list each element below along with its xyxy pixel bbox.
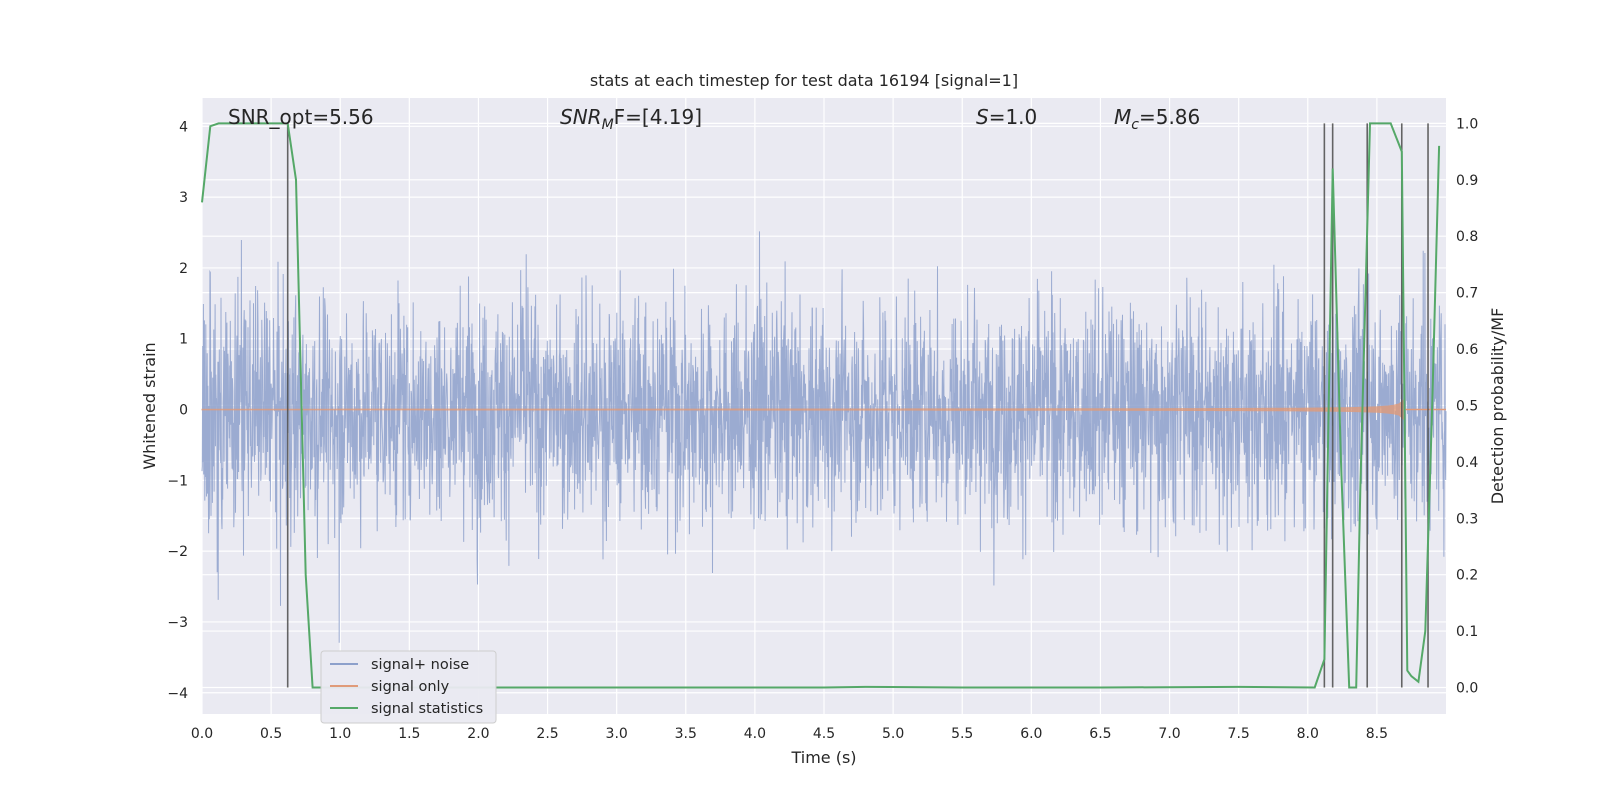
y-right-tick-label: 0.2 [1456, 568, 1478, 584]
annotation-s-value: =1.0 [989, 105, 1038, 129]
x-tick-label: 0.0 [191, 726, 213, 742]
y-left-tick-label: 3 [179, 190, 188, 206]
annotation-snr-mf-subscript: M [602, 117, 614, 133]
annotations: SNR_opt=5.56 SNRMF=[4.19] S=1.0 Mc=5.86 [228, 105, 1200, 133]
x-tick-label: 5.5 [951, 726, 973, 742]
x-tick-label: 7.5 [1228, 726, 1250, 742]
x-tick-label: 6.5 [1089, 726, 1111, 742]
y-right-tick-label: 0.6 [1456, 342, 1478, 358]
legend-label-signal-only: signal only [371, 679, 450, 695]
x-tick-label: 3.0 [606, 726, 628, 742]
y-left-tick-label: 0 [179, 403, 188, 419]
annotation-snr-mf-value: F=[4.19] [614, 105, 702, 129]
x-tick-label: 8.0 [1297, 726, 1319, 742]
x-tick-label: 5.0 [882, 726, 904, 742]
annotation-mc-symbol: M [1114, 105, 1131, 129]
x-tick-label: 8.5 [1366, 726, 1388, 742]
y-left-tick-label: −2 [167, 544, 188, 560]
annotation-s: S=1.0 [976, 105, 1037, 129]
y-left-tick-label: −1 [167, 473, 188, 489]
y-right-tick-label: 0.4 [1456, 455, 1478, 471]
y-left-tick-label: −4 [167, 686, 188, 702]
y-left-tick-label: 1 [179, 332, 188, 348]
legend-box [320, 650, 497, 724]
annotation-snr-opt: SNR_opt=5.56 [228, 105, 374, 129]
y-axis-left-label: Whitened strain [140, 342, 159, 469]
x-tick-label: 2.5 [536, 726, 558, 742]
legend-label-signal-noise: signal+ noise [371, 657, 469, 673]
y-right-tick-label: 1.0 [1456, 116, 1478, 132]
axes-layer: 0.0 0.5 1.0 1.5 2.0 2.5 3.0 3.5 4.0 4.5 5.0 5.5 6.0 6… [167, 116, 1478, 742]
annotation-mc-subscript: c [1131, 117, 1139, 133]
chart-title: stats at each timestep for test data 161… [590, 71, 1018, 90]
series-layer [201, 122, 1447, 689]
x-tick-label: 0.5 [260, 726, 282, 742]
x-tick-label: 1.0 [329, 726, 351, 742]
y-right-tick-label: 0.8 [1456, 229, 1478, 245]
legend-label-signal-statistics: signal statistics [371, 701, 483, 717]
x-tick-label: 3.5 [675, 726, 697, 742]
annotation-snr-mf-symbol: SNR [560, 105, 602, 129]
y-right-tick-label: 0.3 [1456, 511, 1478, 527]
annotation-mc-value: =5.86 [1139, 105, 1200, 129]
annotation-snr-mf: SNRMF=[4.19] [560, 105, 702, 133]
y-right-tick-label: 0.5 [1456, 398, 1478, 414]
annotation-mc: Mc=5.86 [1114, 105, 1200, 133]
x-tick-label: 4.5 [813, 726, 835, 742]
x-tick-label: 7.0 [1158, 726, 1180, 742]
x-axis-label: Time (s) [790, 748, 856, 767]
x-tick-label: 4.0 [744, 726, 766, 742]
annotation-s-symbol: S [976, 105, 989, 129]
legend: signal+ noise signal only signal statist… [320, 650, 497, 724]
series-signal-noise [201, 231, 1447, 643]
y-right-tick-label: 0.9 [1456, 173, 1478, 189]
x-tick-label: 6.0 [1020, 726, 1042, 742]
y-axis-right-label: Detection probability/MF [1488, 308, 1507, 505]
y-right-tick-label: 0.0 [1456, 680, 1478, 696]
y-left-tick-label: 4 [179, 119, 188, 135]
y-right-tick-label: 0.1 [1456, 624, 1478, 640]
x-tick-label: 2.0 [467, 726, 489, 742]
y-right-tick-label: 0.7 [1456, 286, 1478, 302]
x-tick-label: 1.5 [398, 726, 420, 742]
series-signal-statistics [201, 122, 1441, 689]
y-left-tick-label: −3 [167, 615, 188, 631]
y-left-tick-label: 2 [179, 261, 188, 277]
